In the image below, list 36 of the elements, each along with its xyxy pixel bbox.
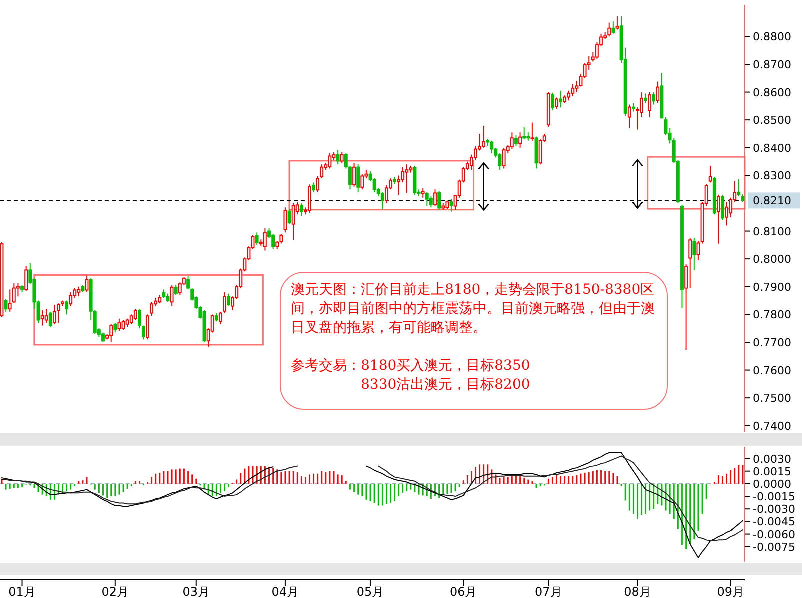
y-tick-label: 0.7800 [753,308,792,322]
x-tick-label: 01月 [8,585,36,598]
y-tick-label: 0.0015 [753,465,792,478]
annotation: 澳元天图：汇价目前走上8180，走势会限于8150-8380区间，亦即目前图中的方框震荡中。目前澳元略强，但由于澳日叉盘的拖累，有可能略调整。 [291,281,656,338]
ref-line-label: 0.8210 [753,194,792,208]
x-tick-label: 09月 [717,585,744,598]
y-tick-label: 0.8400 [753,142,792,155]
y-tick-label: 0.8600 [753,86,792,100]
annotation-box: 澳元天图：汇价目前走上8180，走势会限于8150-8380区间，亦即目前图中的方框震荡中。目前澳元略强，但由于澳日叉盘的拖累，有可能略调整。 参考交易：8180买入澳元，目标8350 8330沽出澳元，目标8200 [280,272,668,410]
y-tick-label: 0.7900 [753,280,792,294]
x-tick-label: 04月 [272,585,300,598]
annotation: 参考交易：8180买入澳元，目标8350 [291,357,532,376]
x-tick-label: 06月 [450,585,478,598]
y-tick-label: 0.8300 [753,170,792,183]
y-tick-label: 0.7600 [753,364,792,378]
y-tick-label: 0.8700 [753,58,792,72]
y-tick-label: 0.0030 [753,452,792,466]
y-tick-label: 0.8000 [753,253,792,266]
x-tick-label: 08月 [624,585,652,598]
y-tick-label: -0.0075 [753,540,796,554]
y-tick-label: 0.0000 [753,478,792,491]
x-tick-label: 03月 [182,585,210,598]
y-tick-label: 0.8800 [753,30,792,44]
y-tick-label: -0.0015 [753,490,796,504]
y-tick-label: -0.0045 [753,516,796,529]
x-tick-label: 05月 [356,585,384,598]
y-tick-label: 0.7400 [753,420,792,433]
y-tick-label: 0.7700 [753,336,792,350]
y-tick-label: -0.0060 [753,528,796,542]
annotation: 8330沽出澳元，目标8200 [360,376,532,395]
x-tick-label: 02月 [102,585,130,598]
x-tick-label: 07月 [534,585,562,598]
y-tick-label: 0.8500 [753,114,792,128]
y-tick-label: 0.8100 [753,225,792,238]
y-tick-label: 0.7500 [753,392,792,406]
y-tick-label: -0.0030 [753,503,796,516]
